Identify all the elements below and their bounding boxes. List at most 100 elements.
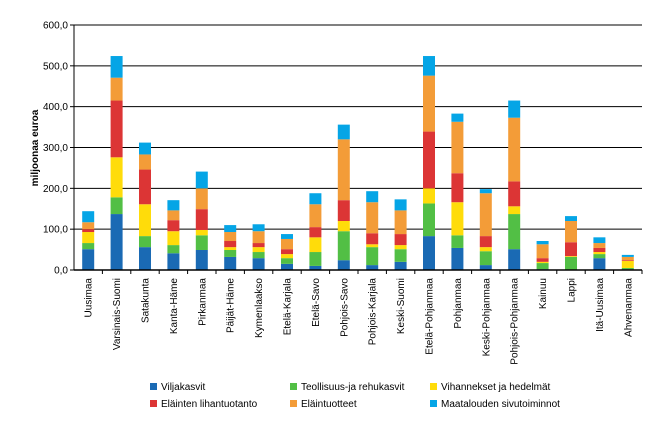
bar-segment-0 <box>508 249 521 270</box>
x-tick-label: Satakunta <box>141 278 152 323</box>
x-tick-label: Päijät-Häme <box>226 278 237 333</box>
bar-segment-3 <box>394 234 407 246</box>
bar-segment-0 <box>139 247 151 270</box>
bar-segment-5 <box>394 199 407 211</box>
legend-swatch <box>430 383 437 390</box>
bar-segment-2 <box>536 261 549 264</box>
x-tick-label: Pohjois-Savo <box>339 278 350 337</box>
x-tick-label: Itä-Uusimaa <box>595 278 606 332</box>
bar-segment-3 <box>366 233 379 245</box>
bar-segment-2 <box>224 247 237 250</box>
bar-segment-4 <box>195 188 208 210</box>
bar-segment-5 <box>337 124 350 140</box>
bar-segment-2 <box>593 252 606 255</box>
x-tick-label: Ahvenanmaa <box>623 278 634 337</box>
bar-segment-1 <box>423 203 435 237</box>
bar-segment-2 <box>451 202 464 236</box>
bar-segment-1 <box>139 236 151 248</box>
bar-segment-0 <box>593 258 606 270</box>
bar-segment-5 <box>508 100 521 118</box>
x-tick-label: Pohjanmaa <box>453 278 464 329</box>
bar-segment-3 <box>252 243 265 248</box>
legend-swatch <box>430 400 437 407</box>
bar-segment-4 <box>366 202 379 234</box>
legend-swatch <box>290 383 297 390</box>
bar-segment-5 <box>479 189 492 194</box>
bar-segment-4 <box>337 139 350 201</box>
bar-segment-2 <box>337 221 350 232</box>
bar-segment-2 <box>423 188 435 204</box>
bar-segment-1 <box>167 245 180 254</box>
bar-segment-3 <box>224 241 237 248</box>
bars <box>82 56 634 270</box>
bar-segment-3 <box>621 260 634 262</box>
bar-segment-4 <box>167 210 180 221</box>
bar-segment-3 <box>451 173 464 203</box>
bar-segment-4 <box>593 243 606 248</box>
bar-segment-3 <box>508 181 521 207</box>
legend-label: Eläinten lihantuotanto <box>161 399 258 410</box>
bar-segment-5 <box>281 234 293 239</box>
x-tick-label: Etelä-Savo <box>311 278 322 327</box>
bar-segment-5 <box>195 171 208 189</box>
bar-segment-2 <box>366 244 379 248</box>
x-tick-label: Kymenlaakso <box>254 278 265 338</box>
legend-swatch <box>150 383 157 390</box>
bar-segment-2 <box>252 247 265 253</box>
bar-segment-0 <box>451 247 464 270</box>
y-tick-label: 400,0 <box>43 102 68 113</box>
x-tick-label: Kanta-Häme <box>169 278 180 335</box>
y-tick-label: 300,0 <box>43 143 68 154</box>
bar-segment-5 <box>252 224 265 232</box>
bar-segment-1 <box>337 231 350 261</box>
bar-segment-4 <box>565 221 577 243</box>
bar-segment-0 <box>167 253 180 270</box>
x-tick-label: Keski-Suomi <box>396 278 407 334</box>
bar-segment-0 <box>423 236 435 270</box>
bar-segment-2 <box>195 229 208 236</box>
bar-segment-4 <box>110 77 123 101</box>
bar-segment-2 <box>309 237 322 253</box>
x-tick-label: Etelä-Pohjanmaa <box>425 278 436 355</box>
bar-segment-5 <box>309 193 322 205</box>
bar-segment-5 <box>565 216 577 221</box>
legend-label: Eläintuotteet <box>301 399 357 410</box>
bar-segment-1 <box>281 258 293 264</box>
bar-segment-2 <box>508 206 521 215</box>
bar-segment-0 <box>252 258 265 270</box>
legend-label: Teollisuus-ja rehukasvit <box>301 382 405 393</box>
legend-label: Viljakasvit <box>161 382 205 393</box>
bar-segment-2 <box>167 231 180 246</box>
bar-segment-3 <box>536 258 549 262</box>
bar-segment-4 <box>82 222 95 230</box>
bar-segment-3 <box>82 229 95 233</box>
bar-segment-3 <box>281 249 293 255</box>
bar-segment-2 <box>621 261 634 268</box>
bar-segment-1 <box>536 263 549 270</box>
bar-segment-3 <box>479 236 492 248</box>
bar-segment-3 <box>593 247 606 253</box>
bar-segment-4 <box>536 244 549 259</box>
bar-segment-1 <box>621 267 634 270</box>
bar-segment-5 <box>451 113 464 122</box>
bar-segment-5 <box>167 200 180 211</box>
bar-segment-3 <box>195 209 208 230</box>
bar-segment-4 <box>139 154 151 170</box>
bar-segment-4 <box>309 204 322 228</box>
bar-segment-4 <box>224 232 237 242</box>
bar-segment-0 <box>394 261 407 270</box>
gridlines <box>70 24 642 271</box>
x-tick-labels: Uusimaa Varsinais-Suomi Satakunta Kanta-Häm… <box>74 269 643 365</box>
x-tick-label: Uusimaa <box>84 278 95 318</box>
bar-segment-4 <box>479 193 492 237</box>
bar-segment-2 <box>281 254 293 259</box>
bar-segment-1 <box>110 197 123 215</box>
bar-segment-3 <box>337 200 350 221</box>
bar-segment-3 <box>167 220 180 232</box>
y-tick-label: 500,0 <box>43 61 68 72</box>
bar-segment-2 <box>139 204 151 237</box>
bar-segment-2 <box>565 256 577 257</box>
x-tick-label: Pohjois-Pohjanmaa <box>510 278 521 365</box>
bar-segment-0 <box>309 265 322 270</box>
